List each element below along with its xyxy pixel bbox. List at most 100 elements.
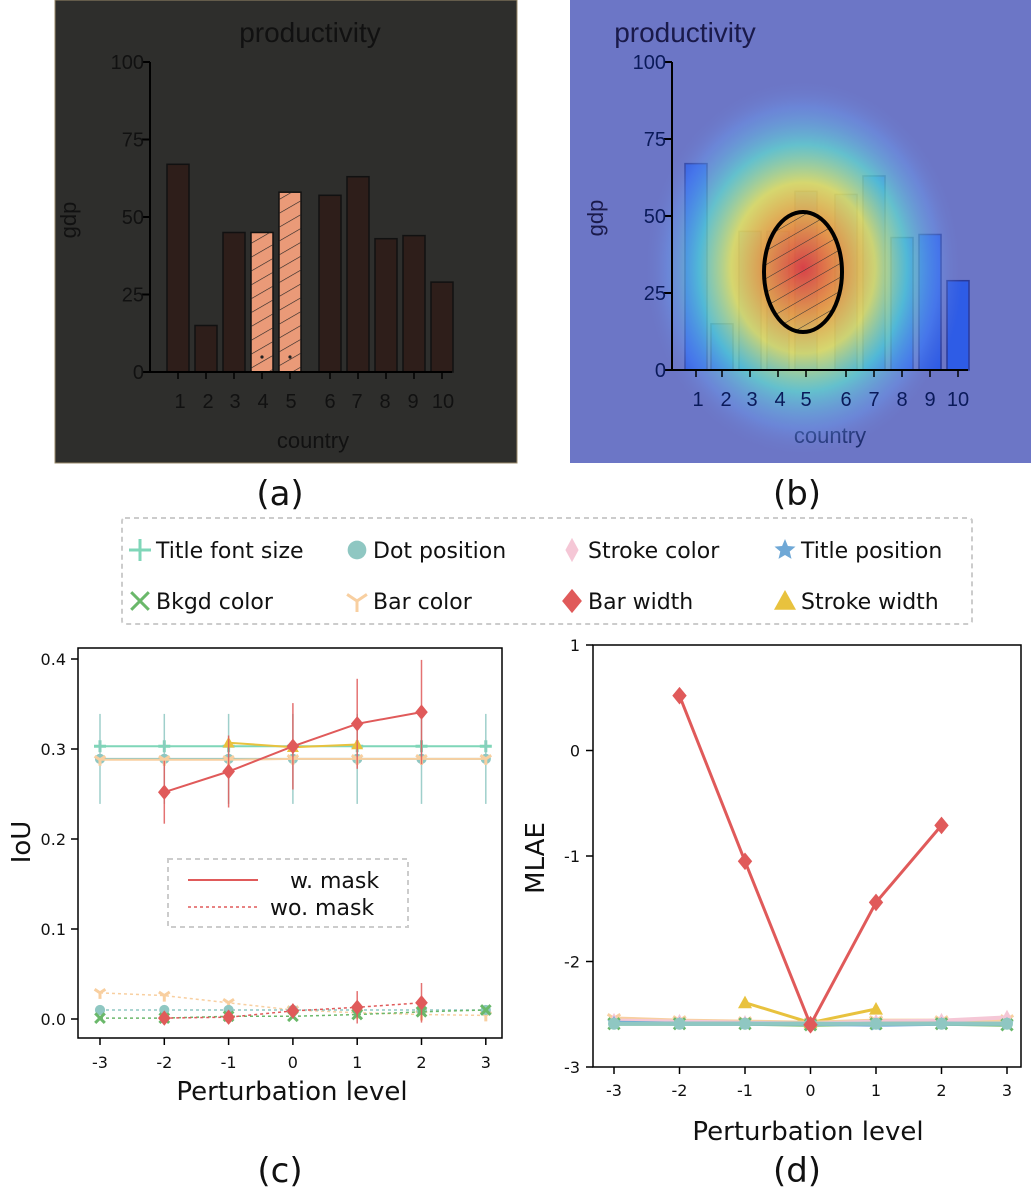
x-tick-label: 1 <box>352 1053 362 1072</box>
panel-d-xlabel: Perturbation level <box>692 1117 923 1147</box>
data-point <box>479 1004 492 1016</box>
y-tick-label: 100 <box>111 52 144 74</box>
y-tick-label: 50 <box>644 206 666 228</box>
legend-label: Bar color <box>373 590 473 615</box>
data-point <box>94 1012 106 1024</box>
y-tick-label: 25 <box>122 285 144 307</box>
legend-label: Stroke width <box>801 590 939 615</box>
series-bar-width <box>672 686 949 1034</box>
bar-6 <box>318 194 342 373</box>
legend-marker-diamond <box>562 588 582 614</box>
y-tick-label: 1 <box>570 636 580 655</box>
data-point <box>868 893 884 912</box>
legend-marker-triangle <box>774 590 796 610</box>
y-tick-label: 0.4 <box>41 650 66 669</box>
x-tick-label: -2 <box>156 1053 172 1072</box>
x-tick-label: 2 <box>202 391 213 413</box>
y-tick-label: -1 <box>564 847 580 866</box>
x-tick-label: -1 <box>221 1053 237 1072</box>
data-point <box>415 995 428 1011</box>
data-point <box>159 1004 170 1016</box>
data-point <box>870 1017 882 1030</box>
data-point <box>222 1009 235 1025</box>
x-tick-label: 10 <box>947 389 969 411</box>
data-point <box>935 1017 948 1030</box>
x-tick-label: 3 <box>229 391 240 413</box>
x-tick-label: 3 <box>1002 1081 1012 1100</box>
panel-c-xlabel: Perturbation level <box>176 1077 407 1107</box>
bar-8 <box>374 237 398 373</box>
x-tick-label: 2 <box>416 1053 426 1072</box>
x-tick-label: 3 <box>746 389 757 411</box>
bar-10 <box>430 281 454 373</box>
series-bar-width-mask <box>158 659 428 824</box>
attention-ellipse <box>762 210 844 334</box>
panel-b-chart: productivity country gdp 123456789100255… <box>570 0 1031 463</box>
data-point <box>415 704 428 720</box>
y-tick-label: 0.2 <box>41 830 66 849</box>
caption-c: (c) <box>257 1151 302 1191</box>
inner-legend-box <box>167 858 409 928</box>
y-tick-label: 25 <box>644 283 666 305</box>
y-tick-label: 75 <box>644 129 666 151</box>
series-line <box>678 695 943 1029</box>
data-point <box>350 716 364 732</box>
legend-marker-plus <box>129 539 151 561</box>
legend-box <box>121 517 973 625</box>
y-tick-label: -3 <box>564 1058 580 1077</box>
x-tick-label: 0 <box>288 1053 298 1072</box>
legend: Title font size Dot position Stroke color T… <box>121 517 973 625</box>
panel-d-chart: Perturbation level MLAE -3 -2 -1 0 1 2 3 -3 -2 -1… <box>521 636 1022 1147</box>
y-tick-label: 100 <box>633 52 666 74</box>
panel-d-frame <box>592 644 1022 1068</box>
x-tick-label: 0 <box>805 1081 815 1100</box>
legend-label: Dot position <box>373 539 506 564</box>
x-tick-label: 3 <box>481 1053 491 1072</box>
data-point <box>739 1017 751 1030</box>
panel-c-frame <box>77 647 503 1039</box>
x-tick-label: -1 <box>737 1081 753 1100</box>
panel-c-inner-legend: w. mask wo. mask <box>167 858 409 928</box>
panel-b-ylabel: gdp <box>583 200 608 237</box>
data-point <box>158 1010 171 1026</box>
bar-3 <box>222 231 246 373</box>
x-tick-label: 6 <box>324 391 335 413</box>
y-tick-label: 0.3 <box>41 740 66 759</box>
x-tick-label: 5 <box>800 389 811 411</box>
data-point <box>608 1017 620 1030</box>
legend-label: Stroke color <box>588 539 720 564</box>
x-tick-label: 2 <box>936 1081 946 1100</box>
x-tick-label: 4 <box>774 389 785 411</box>
x-tick-label: 10 <box>432 391 454 413</box>
x-tick-label: 1 <box>174 391 185 413</box>
data-point <box>222 763 235 780</box>
y-tick-label: 75 <box>122 130 144 152</box>
data-point <box>672 686 687 705</box>
x-tick-label: 1 <box>692 389 703 411</box>
bar-dot <box>288 355 292 359</box>
data-point <box>737 852 753 871</box>
x-tick-label: 9 <box>407 391 418 413</box>
x-tick-label: -3 <box>92 1053 108 1072</box>
x-tick-label: 7 <box>351 391 362 413</box>
legend-marker-x <box>130 591 150 611</box>
y-tick-label: 0 <box>655 360 666 382</box>
data-point <box>1001 1017 1013 1030</box>
x-tick-label: 8 <box>379 391 390 413</box>
panel-b-title: productivity <box>614 17 756 48</box>
x-tick-label: -2 <box>672 1081 688 1100</box>
data-point <box>934 816 949 835</box>
x-tick-label: 2 <box>720 389 731 411</box>
legend-label: Title position <box>800 539 942 564</box>
x-tick-label: 5 <box>285 391 296 413</box>
panel-c-chart: Perturbation level IoU -3 -2 -1 0 1 2 3 0.0 0.1 0… <box>7 647 503 1107</box>
series-bar-width-nomask <box>158 983 428 1026</box>
y-tick-label: -2 <box>564 953 580 972</box>
legend-label: Title font size <box>155 539 304 564</box>
data-point <box>869 1001 883 1015</box>
legend-marker-star <box>774 539 796 559</box>
x-tick-label: -3 <box>606 1081 622 1100</box>
panel-a-chart: productivity country gdp 1 2 3 4 5 6 7 8 9 100255… <box>54 0 518 464</box>
y-tick-label: 0.1 <box>41 920 66 939</box>
